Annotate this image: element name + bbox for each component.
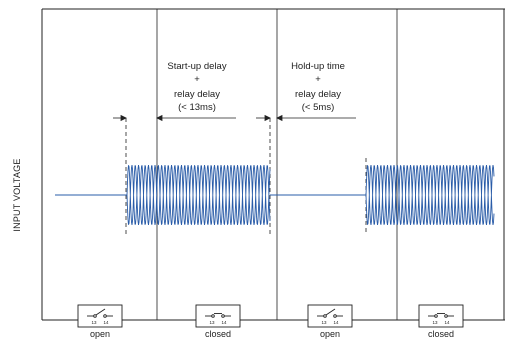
startup-line-2: +	[194, 74, 200, 85]
open-switch-icon	[317, 308, 343, 318]
contact-label-a: 13	[321, 320, 327, 325]
holdup-line-4: (< 5ms)	[302, 102, 334, 113]
relay-2: 13 14 closed	[195, 304, 241, 339]
contact-label-a: 13	[432, 320, 438, 325]
holdup-line-1: Hold-up time	[291, 61, 345, 72]
y-axis-label: INPUT VOLTAGE	[12, 158, 22, 231]
relay-state-label: closed	[205, 329, 231, 339]
contact-label-a: 13	[209, 320, 215, 325]
holdup-annotation: Hold-up time + relay delay (< 5ms)	[291, 61, 345, 113]
holdup-line-2: +	[315, 74, 321, 85]
relay-state-label: open	[90, 329, 110, 339]
contact-label-b: 14	[333, 320, 339, 325]
contact-label-b: 14	[103, 320, 109, 325]
open-switch-icon	[87, 308, 113, 318]
relay-state-label: closed	[428, 329, 454, 339]
relay-state-label: open	[320, 329, 340, 339]
startup-line-3: relay delay	[174, 89, 220, 100]
relay-1: 13 14 open	[77, 304, 123, 339]
delay-arrows	[113, 114, 356, 122]
phase-dividers	[156, 9, 398, 320]
relay-box	[77, 304, 123, 328]
relay-box	[307, 304, 353, 328]
relay-states: 13 14 open 13 14 closed 13 14 open 13 14 closed	[77, 304, 464, 339]
diagram-frame	[41, 8, 505, 321]
contact-label-b: 14	[444, 320, 450, 325]
relay-4: 13 14 closed	[418, 304, 464, 339]
closed-switch-icon	[428, 313, 454, 318]
closed-switch-icon	[205, 313, 231, 318]
relay-box	[418, 304, 464, 328]
startup-annotation: Start-up delay + relay delay (< 13ms)	[167, 61, 226, 113]
holdup-line-3: relay delay	[295, 89, 341, 100]
contact-label-a: 13	[91, 320, 97, 325]
ac-voltage-burst-1	[126, 164, 271, 226]
startup-line-4: (< 13ms)	[178, 102, 216, 113]
startup-line-1: Start-up delay	[167, 61, 226, 72]
contact-label-b: 14	[221, 320, 227, 325]
relay-3: 13 14 open	[307, 304, 353, 339]
ac-voltage-burst-2	[365, 164, 495, 226]
relay-box	[195, 304, 241, 328]
